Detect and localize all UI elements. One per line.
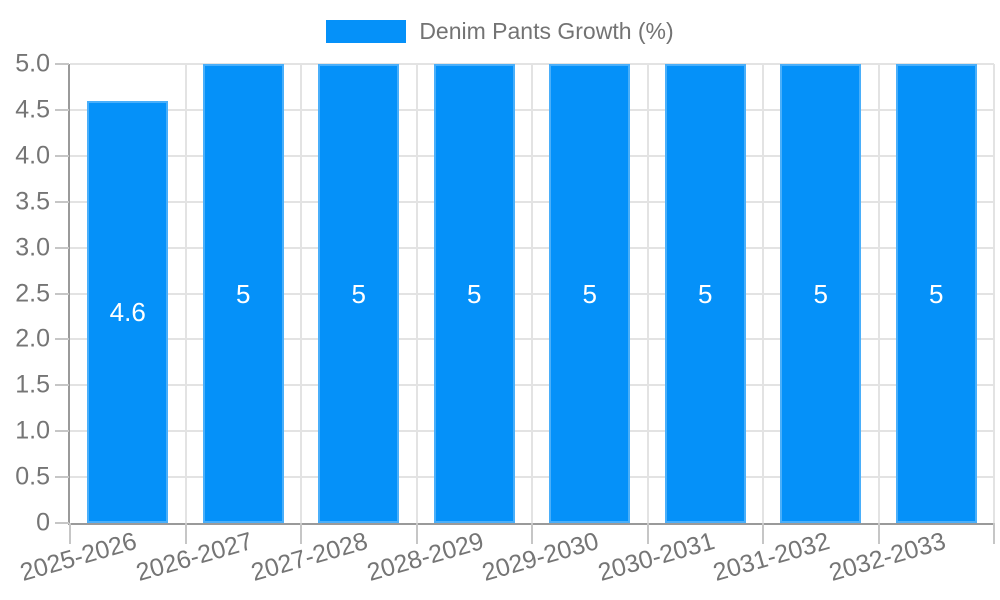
bar-value-label: 5 xyxy=(582,278,597,309)
y-tick xyxy=(55,246,69,249)
bar xyxy=(549,64,631,523)
y-tick xyxy=(55,384,69,387)
bar xyxy=(433,64,515,523)
bar-value-label: 4.6 xyxy=(109,296,146,327)
y-tick-label: 4.0 xyxy=(15,141,50,170)
y-tick-label: 0.5 xyxy=(15,462,50,491)
gridline-vertical xyxy=(646,64,649,523)
bar-value-label: 5 xyxy=(929,278,944,309)
bar xyxy=(87,100,169,523)
x-tick xyxy=(69,523,71,544)
x-tick-label: 2028-2029 xyxy=(363,527,487,587)
y-tick xyxy=(55,522,69,524)
y-tick-label: 3.5 xyxy=(15,187,50,216)
gridline-vertical xyxy=(184,64,187,523)
y-tick-label: 1.5 xyxy=(15,370,50,399)
bar xyxy=(895,64,977,523)
bar xyxy=(202,64,284,523)
y-tick-label: 5.0 xyxy=(15,49,50,78)
y-tick xyxy=(55,200,69,203)
x-tick-label: 2031-2032 xyxy=(710,527,833,587)
x-tick-label: 2026-2027 xyxy=(132,527,256,587)
x-tick-label: 2027-2028 xyxy=(248,527,371,587)
x-tick xyxy=(762,523,764,544)
y-tick xyxy=(55,63,69,65)
gridline-vertical xyxy=(762,64,764,523)
y-tick xyxy=(55,154,69,157)
y-tick xyxy=(55,292,69,295)
y-tick xyxy=(55,476,69,479)
plot-area: 4.6 5 5 5 5 5 5 5 xyxy=(70,63,995,523)
y-tick-label: 2.5 xyxy=(15,279,50,307)
x-tick xyxy=(184,523,187,544)
y-tick-label: 2.0 xyxy=(15,324,50,353)
gridline-vertical xyxy=(531,64,533,523)
x-tick-label: 2030-2031 xyxy=(594,527,718,587)
y-axis-line xyxy=(68,64,70,525)
bar xyxy=(780,64,862,523)
chart-legend: Denim Pants Growth (%) xyxy=(0,18,1000,44)
y-tick xyxy=(55,108,69,111)
gridline-vertical xyxy=(300,64,302,523)
x-tick xyxy=(531,523,533,544)
x-tick xyxy=(646,523,649,544)
bar-value-label: 5 xyxy=(813,278,828,309)
y-tick-label: 3.0 xyxy=(15,233,50,262)
bar-value-label: 5 xyxy=(467,278,482,309)
bar-value-label: 5 xyxy=(698,278,713,309)
gridline-vertical xyxy=(877,64,880,523)
legend-label: Denim Pants Growth (%) xyxy=(419,17,674,44)
y-tick xyxy=(55,430,69,433)
bar-value-label: 5 xyxy=(236,278,251,309)
y-tick xyxy=(55,338,69,341)
legend-swatch xyxy=(326,19,407,43)
y-tick-label: 4.5 xyxy=(15,95,50,124)
bar xyxy=(664,64,746,523)
x-tick xyxy=(877,523,880,544)
x-tick-label: 2025-2026 xyxy=(17,527,140,587)
x-tick-label: 2032-2033 xyxy=(825,527,949,587)
gridline-vertical xyxy=(993,64,995,523)
bar-value-label: 5 xyxy=(351,278,366,309)
x-tick-label: 2029-2030 xyxy=(479,527,602,587)
x-tick xyxy=(300,523,302,544)
x-tick xyxy=(415,523,418,544)
x-tick xyxy=(993,523,995,544)
y-tick-label: 1.0 xyxy=(15,416,50,445)
bar xyxy=(318,64,400,523)
y-tick-label: 0 xyxy=(36,508,50,537)
gridline-vertical xyxy=(415,64,418,523)
